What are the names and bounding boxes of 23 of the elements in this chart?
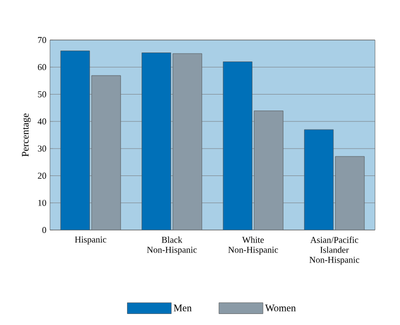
- x-tick-label: Asian/Pacific Islander Non-Hispanic: [309, 236, 360, 265]
- bar: [172, 54, 202, 230]
- bar: [335, 156, 365, 230]
- y-tick-label: 10: [38, 200, 46, 206]
- y-tick-label: 70: [38, 36, 46, 44]
- bar: [142, 52, 171, 230]
- y-tick-label: 30: [38, 146, 46, 152]
- x-tick-label: Hispanic: [74, 236, 106, 244]
- bar: [60, 50, 90, 230]
- legend-label: Women: [265, 304, 296, 312]
- y-tick-label: 40: [38, 118, 46, 124]
- legend-label: Men: [174, 304, 192, 312]
- y-tick-label: 20: [38, 172, 46, 179]
- bar: [254, 110, 284, 230]
- y-tick-label: 0: [42, 226, 46, 234]
- y-tick-label: 60: [38, 64, 46, 70]
- bar: [304, 129, 334, 230]
- y-axis-title: Percentage: [22, 113, 31, 157]
- bar: [92, 76, 121, 230]
- x-tick-label: Black Non-Hispanic: [146, 236, 197, 255]
- bar: [223, 62, 252, 230]
- y-tick-label: 50: [38, 91, 46, 98]
- x-tick-label: White Non-Hispanic: [228, 236, 278, 255]
